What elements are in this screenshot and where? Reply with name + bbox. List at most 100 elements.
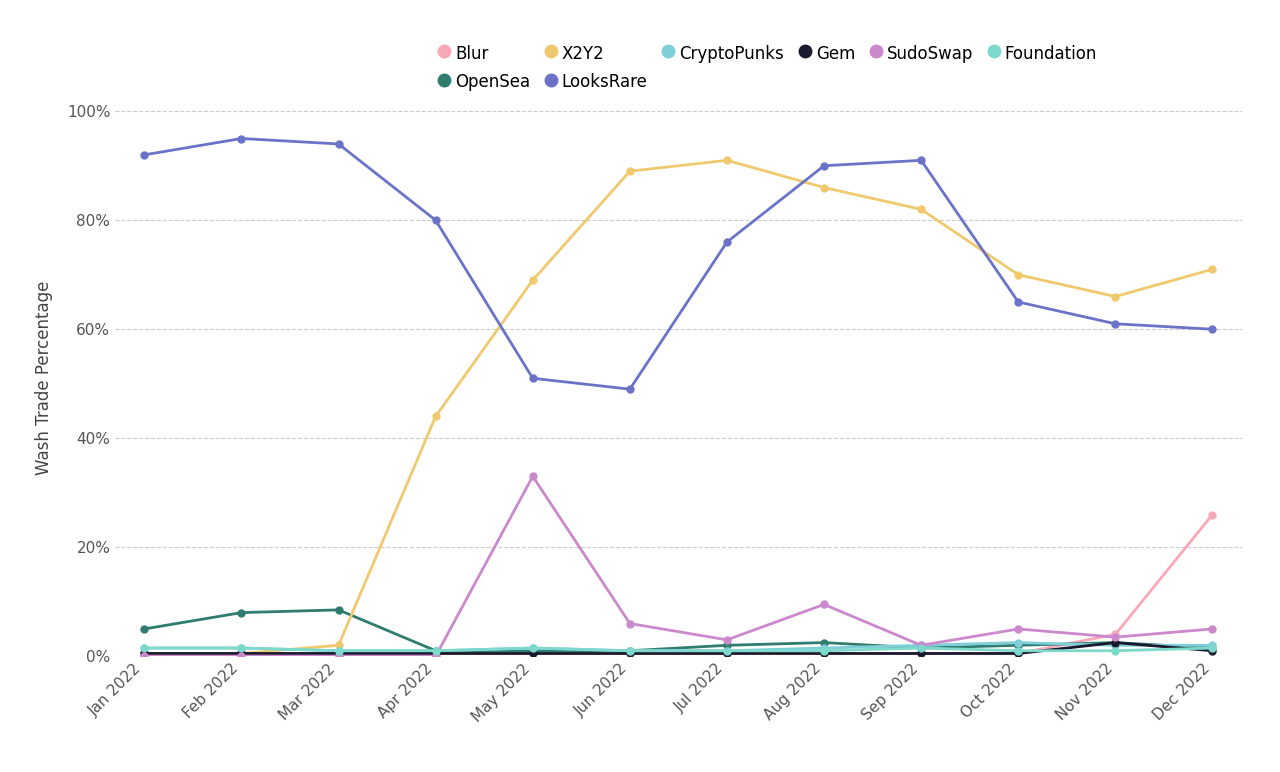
SudoSwap <box>914 641 929 650</box>
X2Y2 <box>1204 265 1220 274</box>
X2Y2 <box>719 156 735 165</box>
CryptoPunks <box>914 641 929 650</box>
LooksRare <box>914 156 929 165</box>
Foundation <box>622 646 637 655</box>
Gem <box>719 648 735 658</box>
CryptoPunks <box>137 643 152 652</box>
X2Y2 <box>137 648 152 658</box>
CryptoPunks <box>719 646 735 655</box>
Line: OpenSea: OpenSea <box>141 607 1216 654</box>
CryptoPunks <box>622 646 637 655</box>
X2Y2 <box>234 648 250 658</box>
Gem <box>330 648 346 658</box>
Foundation <box>1011 646 1027 655</box>
Foundation <box>1107 646 1123 655</box>
SudoSwap <box>137 652 152 661</box>
SudoSwap <box>1107 632 1123 642</box>
Line: Foundation: Foundation <box>141 645 1216 654</box>
OpenSea <box>1011 641 1027 650</box>
Blur <box>137 648 152 658</box>
OpenSea <box>137 625 152 634</box>
Foundation <box>428 646 443 655</box>
OpenSea <box>622 646 637 655</box>
Blur <box>525 648 540 658</box>
Gem <box>1011 648 1027 658</box>
Blur <box>914 648 929 658</box>
Blur <box>428 648 443 658</box>
X2Y2 <box>428 411 443 421</box>
SudoSwap <box>234 652 250 661</box>
SudoSwap <box>719 635 735 645</box>
Y-axis label: Wash Trade Percentage: Wash Trade Percentage <box>35 281 52 476</box>
Foundation <box>330 646 346 655</box>
OpenSea <box>719 641 735 650</box>
X2Y2 <box>1107 292 1123 301</box>
Gem <box>1107 638 1123 647</box>
Gem <box>817 648 832 658</box>
OpenSea <box>428 646 443 655</box>
Line: SudoSwap: SudoSwap <box>141 473 1216 659</box>
OpenSea <box>330 605 346 615</box>
Blur <box>1107 630 1123 639</box>
CryptoPunks <box>1107 641 1123 650</box>
CryptoPunks <box>330 646 346 655</box>
OpenSea <box>1204 643 1220 652</box>
Foundation <box>719 646 735 655</box>
OpenSea <box>914 643 929 652</box>
SudoSwap <box>622 619 637 628</box>
Gem <box>525 648 540 658</box>
Gem <box>914 648 929 658</box>
SudoSwap <box>1204 625 1220 634</box>
LooksRare <box>719 238 735 247</box>
Blur <box>234 648 250 658</box>
LooksRare <box>817 161 832 171</box>
LooksRare <box>1107 319 1123 328</box>
LooksRare <box>428 215 443 225</box>
LooksRare <box>1204 324 1220 334</box>
SudoSwap <box>330 652 346 661</box>
Blur <box>622 648 637 658</box>
CryptoPunks <box>1204 641 1220 650</box>
SudoSwap <box>1011 625 1027 634</box>
Line: Gem: Gem <box>141 639 1216 657</box>
Line: LooksRare: LooksRare <box>141 135 1216 393</box>
Gem <box>137 648 152 658</box>
Line: CryptoPunks: CryptoPunks <box>141 639 1216 654</box>
CryptoPunks <box>1011 638 1027 647</box>
Foundation <box>817 646 832 655</box>
CryptoPunks <box>234 643 250 652</box>
OpenSea <box>1107 638 1123 647</box>
Gem <box>234 648 250 658</box>
LooksRare <box>525 374 540 383</box>
X2Y2 <box>622 167 637 176</box>
LooksRare <box>330 139 346 148</box>
X2Y2 <box>330 641 346 650</box>
X2Y2 <box>914 205 929 214</box>
Foundation <box>914 643 929 652</box>
Blur <box>719 648 735 658</box>
Line: Blur: Blur <box>141 511 1216 657</box>
Foundation <box>234 643 250 652</box>
Legend: Blur, OpenSea, X2Y2, LooksRare, CryptoPunks, Gem, SudoSwap, Foundation: Blur, OpenSea, X2Y2, LooksRare, CryptoPu… <box>433 36 1103 99</box>
X2Y2 <box>817 183 832 192</box>
SudoSwap <box>525 472 540 481</box>
OpenSea <box>234 608 250 618</box>
LooksRare <box>137 151 152 160</box>
Gem <box>1204 646 1220 655</box>
OpenSea <box>525 646 540 655</box>
Foundation <box>525 643 540 652</box>
Blur <box>330 648 346 658</box>
CryptoPunks <box>525 643 540 652</box>
LooksRare <box>1011 297 1027 306</box>
X2Y2 <box>525 276 540 285</box>
SudoSwap <box>428 652 443 661</box>
Foundation <box>137 643 152 652</box>
Gem <box>622 648 637 658</box>
OpenSea <box>817 638 832 647</box>
SudoSwap <box>817 600 832 609</box>
Blur <box>817 648 832 658</box>
CryptoPunks <box>817 643 832 652</box>
Blur <box>1204 510 1220 519</box>
X2Y2 <box>1011 270 1027 279</box>
Blur <box>1011 648 1027 658</box>
